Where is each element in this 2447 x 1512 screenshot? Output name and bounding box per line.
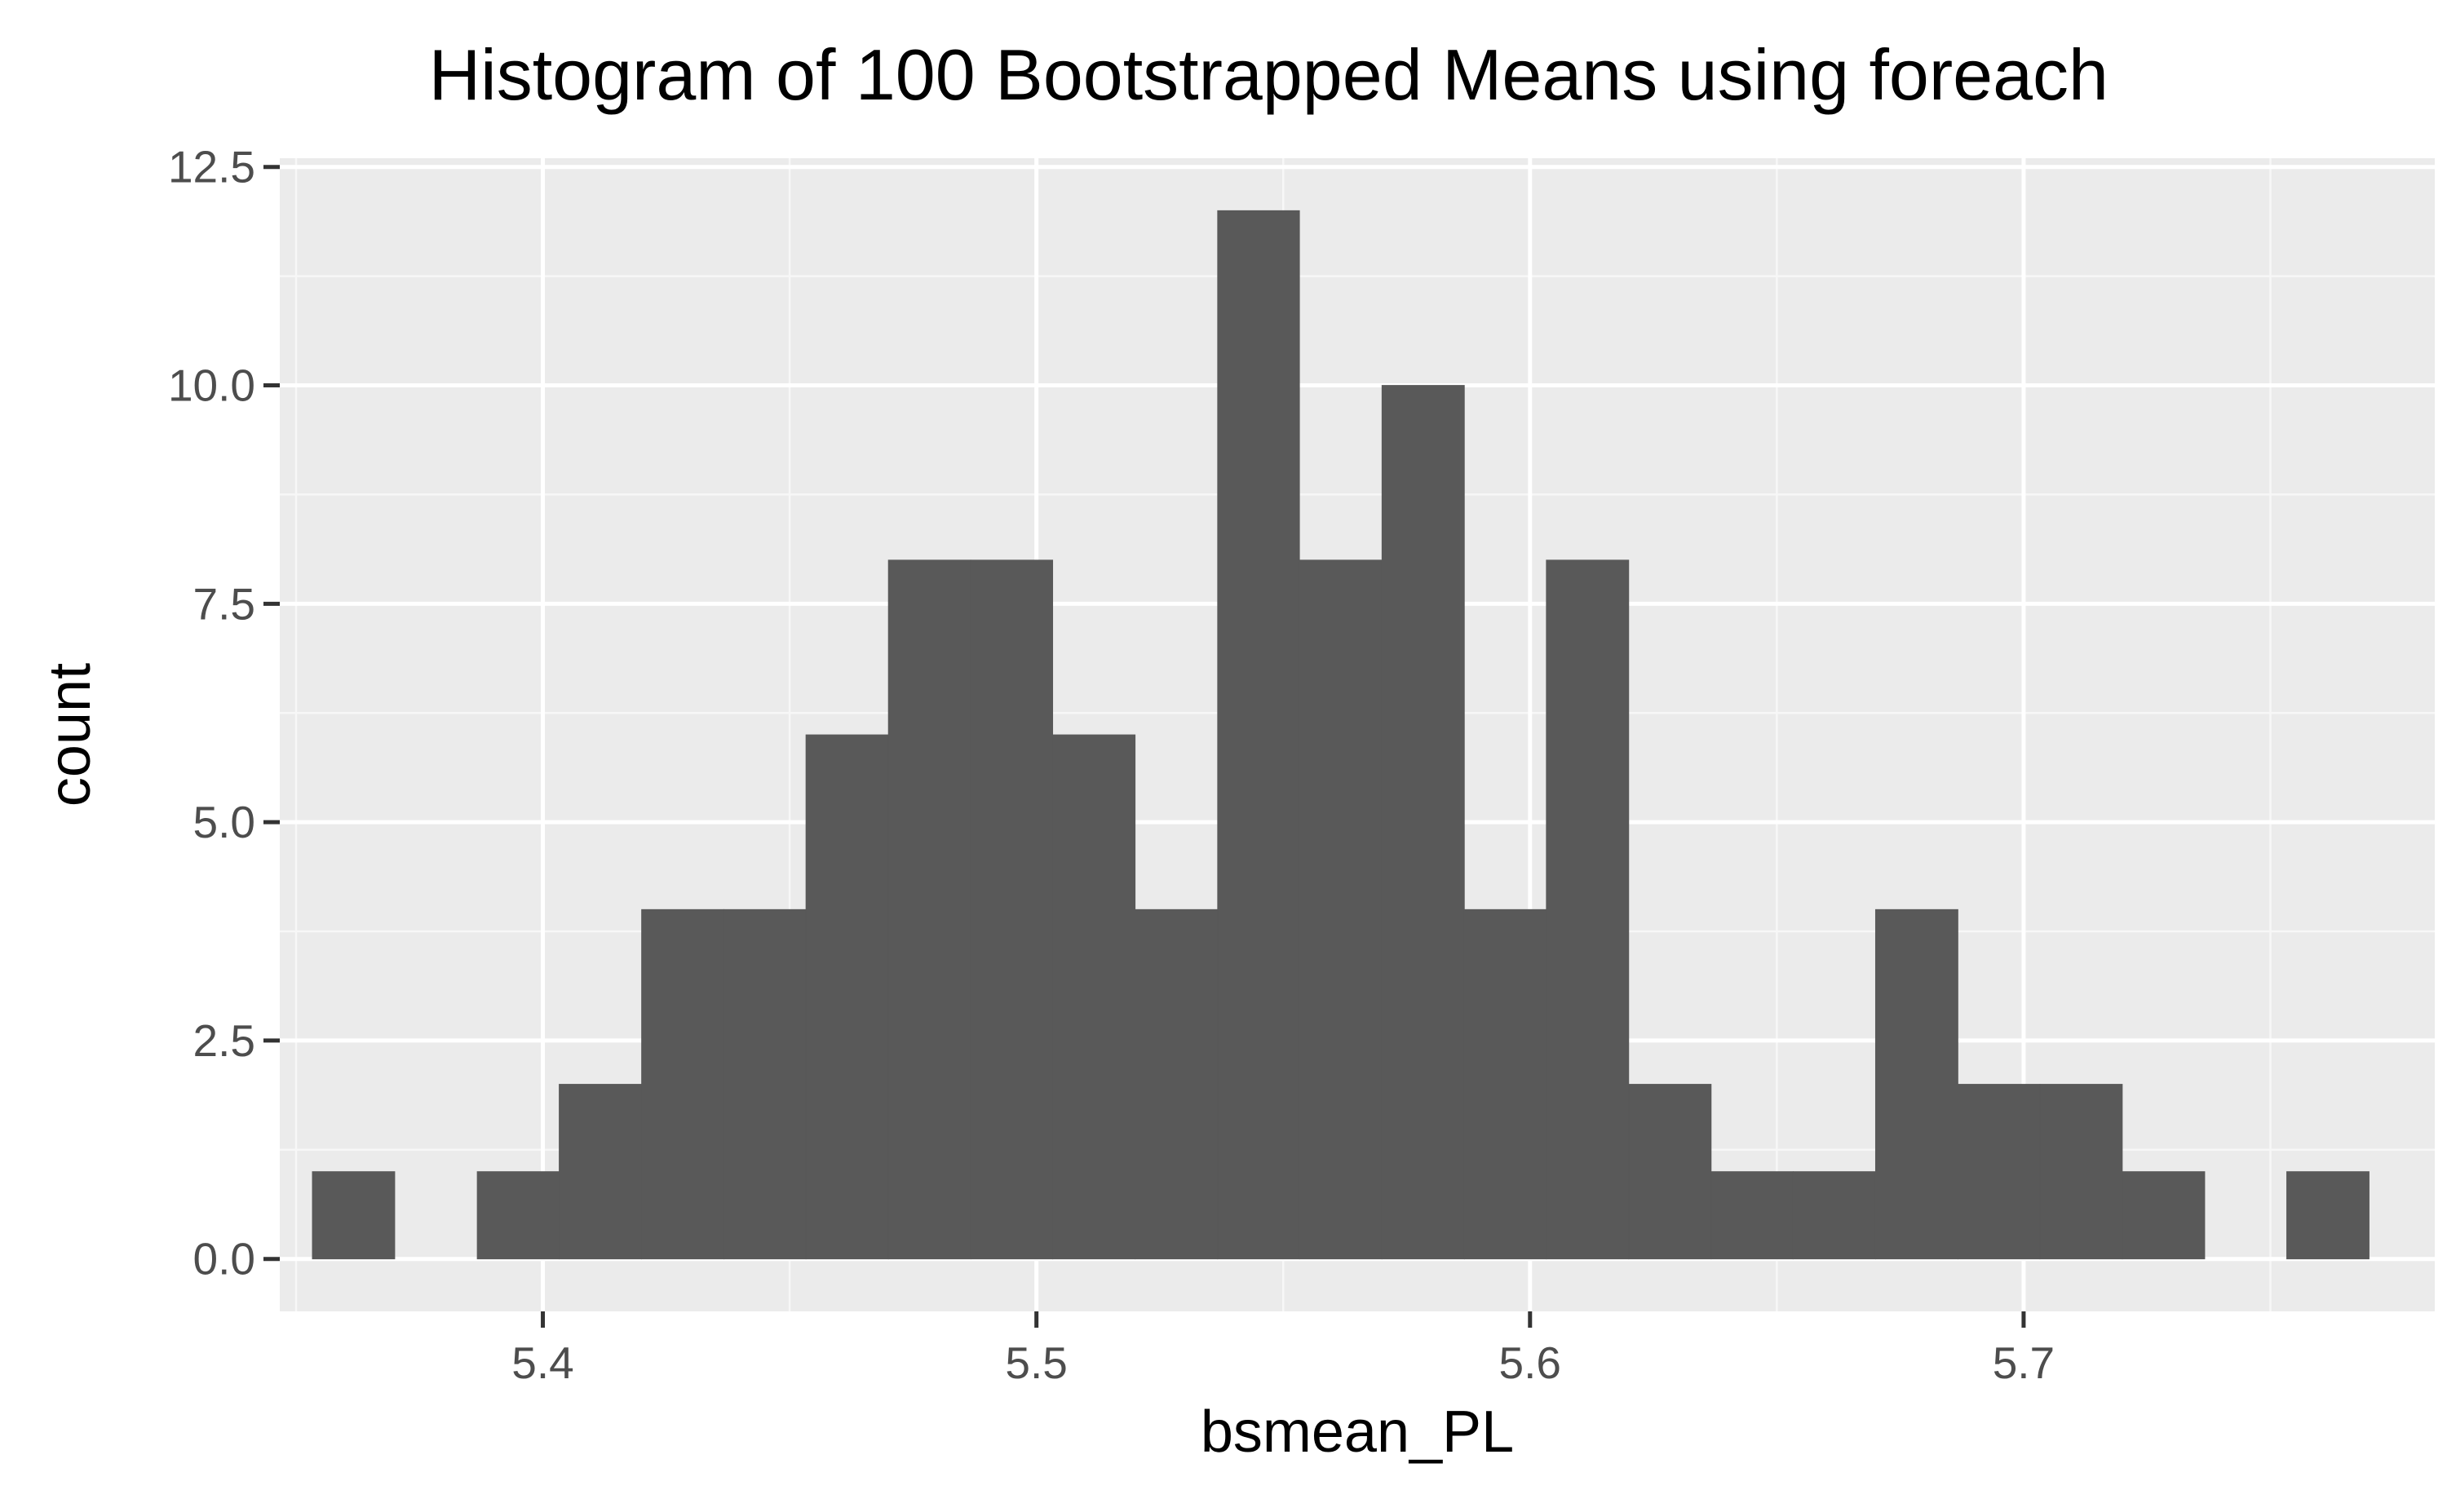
histogram-bar (312, 1171, 396, 1260)
histogram-bar (559, 1084, 642, 1260)
histogram-bar (1958, 1084, 2041, 1260)
histogram-bar (641, 909, 725, 1260)
histogram-bar (887, 559, 971, 1260)
x-axis-title: bsmean_PL (1201, 1399, 1514, 1465)
x-tick-label: 5.5 (1005, 1337, 1067, 1388)
y-axis: 0.0 2.5 5.0 7.5 10.0 12.5 (168, 142, 280, 1284)
histogram-bar (2286, 1171, 2370, 1260)
histogram-bar (1792, 1171, 1876, 1260)
x-tick-label: 5.6 (1499, 1337, 1561, 1388)
histogram-bar (723, 909, 807, 1260)
histogram-bar (2039, 1084, 2123, 1260)
y-tick-label: 2.5 (193, 1015, 255, 1066)
x-axis: 5.4 5.5 5.6 5.7 (511, 1311, 2055, 1388)
histogram-bar (970, 559, 1054, 1260)
histogram-bar (1546, 559, 1630, 1260)
y-tick-label: 10.0 (168, 360, 255, 411)
x-tick-label: 5.7 (1993, 1337, 2055, 1388)
y-axis-title: count (38, 663, 103, 807)
histogram-bar (476, 1171, 560, 1260)
histogram-bar (1463, 909, 1547, 1260)
y-tick-label: 5.0 (193, 797, 255, 847)
histogram-bar (1874, 909, 1958, 1260)
histogram-bar (2122, 1171, 2206, 1260)
histogram-bar (805, 734, 889, 1260)
histogram-bar (1628, 1084, 1712, 1260)
histogram-bar (1381, 385, 1465, 1260)
histogram-bar (1217, 210, 1300, 1260)
histogram-bar (1299, 559, 1383, 1260)
chart-title: Histogram of 100 Bootstrapped Means usin… (429, 34, 2108, 115)
histogram-bar (1052, 734, 1136, 1260)
histogram-bar (1135, 909, 1219, 1260)
histogram-bar (1710, 1171, 1794, 1260)
x-tick-label: 5.4 (511, 1337, 573, 1388)
histogram-bars (312, 210, 2370, 1260)
y-tick-label: 0.0 (193, 1234, 255, 1284)
y-tick-label: 7.5 (193, 578, 255, 629)
y-tick-label: 12.5 (168, 142, 255, 192)
